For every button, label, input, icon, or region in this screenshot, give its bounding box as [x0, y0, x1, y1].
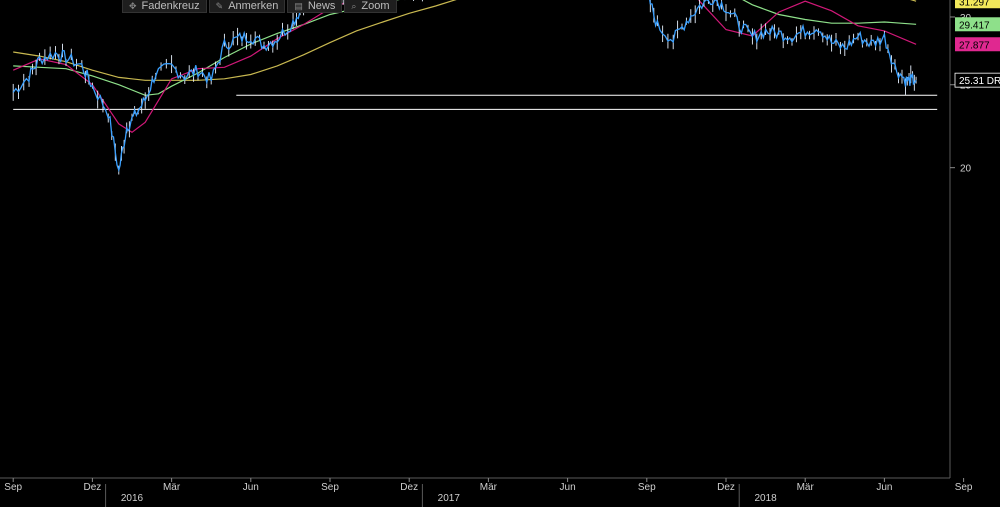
chart-toolbar: ✥ Fadenkreuz ✎ Anmerken ▤ News ⌕ Zoom — [122, 0, 397, 13]
x-tick-label: Sep — [638, 482, 656, 493]
value-label-4: 25.31 DR — [954, 72, 1000, 88]
annotate-label: Anmerken — [228, 0, 279, 12]
x-tick-label: Dez — [400, 482, 418, 493]
annotate-button[interactable]: ✎ Anmerken — [208, 0, 286, 13]
x-tick-label: Jun — [876, 482, 892, 493]
year-label: 2016 — [121, 493, 144, 504]
crosshair-button[interactable]: ✥ Fadenkreuz — [122, 0, 207, 13]
value-label-text: 25.31 DR — [959, 76, 1000, 87]
value-label-bg — [955, 37, 1000, 52]
x-tick-label: Jun — [560, 482, 576, 493]
value-label-2: 29.417 — [955, 17, 1000, 32]
year-label: 2017 — [438, 493, 461, 504]
x-tick-label: Mär — [163, 482, 181, 493]
value-label-bg — [955, 0, 1000, 9]
year-label: 2018 — [754, 493, 777, 504]
x-tick-label: Mär — [797, 482, 815, 493]
ma_yellow-line — [13, 0, 917, 81]
crosshair-label: Fadenkreuz — [141, 0, 200, 12]
news-button[interactable]: ▤ News — [287, 0, 343, 13]
x-tick-label: Sep — [955, 482, 973, 493]
value-label-text: 29.417 — [959, 20, 990, 31]
magnifier-icon: ⌕ — [351, 1, 357, 11]
zoom-label: Zoom — [361, 0, 390, 12]
ma_green-line — [13, 0, 917, 96]
x-tick-label: Dez — [84, 482, 102, 493]
x-tick-label: Sep — [4, 482, 22, 493]
x-tick-label: Mär — [480, 482, 498, 493]
crosshair-icon: ✥ — [129, 1, 137, 11]
value-label-bg — [955, 17, 1000, 32]
x-tick-label: Sep — [321, 482, 339, 493]
x-tick-label: Dez — [717, 482, 735, 493]
value-label-3: 27.877 — [955, 37, 1000, 52]
value-label-1: 31.297 — [955, 0, 1000, 9]
ma_magenta-line — [12, 0, 917, 134]
price-line — [12, 0, 917, 173]
value-label-bg — [954, 72, 1000, 88]
y-tick-label: 20 — [960, 164, 972, 175]
news-icon: ▤ — [294, 1, 303, 11]
value-label-text: 27.877 — [959, 40, 990, 51]
x-tick-label: Jun — [243, 482, 259, 493]
pencil-icon: ✎ — [215, 1, 224, 11]
zoom-button[interactable]: ⌕ Zoom — [344, 0, 397, 13]
news-label: News — [307, 0, 336, 12]
value-label-text: 31.297 — [959, 0, 990, 8]
